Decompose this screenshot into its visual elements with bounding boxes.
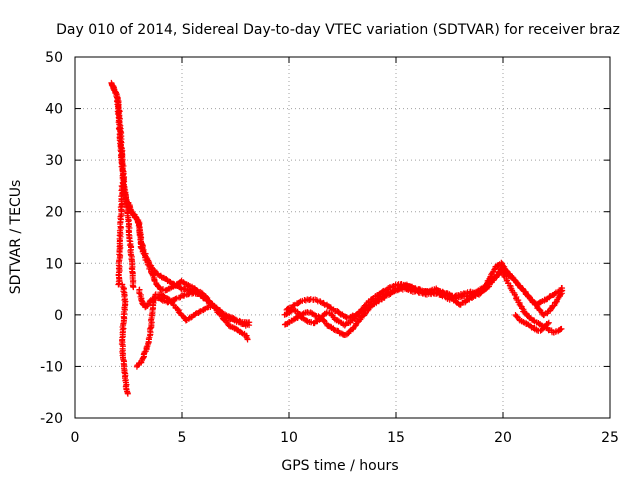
chart-background (0, 0, 640, 480)
y-tick-label: 10 (45, 256, 63, 272)
x-axis-label: GPS time / hours (281, 458, 398, 474)
x-tick-label: 0 (71, 430, 80, 446)
y-tick-label: 20 (45, 205, 63, 221)
y-tick-label: 0 (54, 308, 63, 324)
y-tick-label: 50 (45, 50, 63, 66)
x-tick-label: 5 (178, 430, 187, 446)
y-tick-label: 40 (45, 102, 63, 118)
y-tick-label: -10 (40, 359, 63, 375)
y-axis-label: SDTVAR / TECUs (8, 180, 24, 295)
x-tick-label: 10 (280, 430, 298, 446)
x-tick-label: 25 (601, 430, 619, 446)
x-tick-label: 20 (494, 430, 512, 446)
y-tick-label: 30 (45, 153, 63, 169)
chart-title: Day 010 of 2014, Sidereal Day-to-day VTE… (56, 22, 620, 38)
sdtvar-chart: 0 5 10 15 20 25 -20 -10 0 10 20 30 40 50 Day 010 of 2… (0, 0, 640, 480)
y-tick-label: -20 (40, 411, 63, 427)
x-tick-label: 15 (387, 430, 405, 446)
